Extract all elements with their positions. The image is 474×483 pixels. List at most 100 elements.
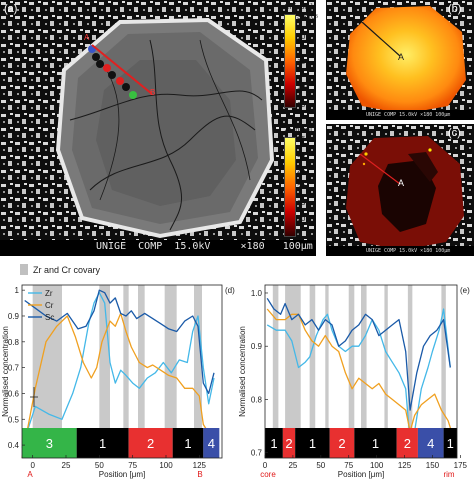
- panel-b-label: (b): [448, 3, 462, 15]
- panel-a-image: [0, 0, 316, 256]
- zone-block: [295, 428, 330, 458]
- panel-a: (a) A B UNIGE COMP 15.0kV ×180 100μm: [0, 0, 316, 256]
- x-tick-label: 0: [263, 461, 268, 470]
- zone-block: [172, 428, 204, 458]
- colorbar-zr-ticks: 35 30 25 20 15 10 5: [297, 134, 321, 239]
- series-line-zr: [21, 292, 215, 448]
- colorbar-cr-gradient: [284, 14, 296, 108]
- profile-label-a: A: [84, 33, 90, 42]
- panel-label: (d): [225, 286, 235, 295]
- zone-block: [22, 428, 77, 458]
- panel-b-profile-label: A: [398, 52, 405, 62]
- panel-c: (c) A UNIGE COMP 15.0kV ×180 100μm: [326, 124, 474, 256]
- x-tick-label: 125: [193, 461, 207, 470]
- chart-d-legend: Zr Cr Sc: [28, 289, 54, 322]
- colorbar-zr-title: Zr [ppm]: [284, 125, 312, 134]
- plot-frame: [264, 284, 458, 459]
- zone-block: [329, 428, 355, 458]
- series-line-sc: [266, 297, 451, 411]
- x-tick-label: 100: [370, 461, 384, 470]
- x-tick-label: 50: [316, 461, 325, 470]
- series-line-zr: [266, 308, 451, 443]
- zone-block: [265, 428, 283, 458]
- y-tick-label: 1.0: [251, 289, 263, 298]
- zone-label: 2: [404, 436, 411, 451]
- y-axis-label: Normalised concentration: [238, 326, 247, 417]
- x-tick-label: 75: [128, 461, 137, 470]
- y-axis-label: Normalised concentration: [1, 326, 10, 417]
- y-tick-label: 0.6: [8, 389, 20, 398]
- colorbar-cr-title: Cr [ppm]: [284, 2, 313, 11]
- colorbar-zr-gradient: [284, 137, 296, 237]
- colorbar-cr-tick: 3 x10⁵: [297, 12, 319, 21]
- chart-d: 3 1 2 1 4 0 25 50 75 100 125 0.4 0.5 0.6 0.7 0.8 0.9 1 Pos…: [1, 284, 235, 479]
- colorbar-cr-tick: 10⁴: [297, 57, 309, 66]
- panel-c-image: [326, 124, 474, 256]
- x-tick-label: 25: [288, 461, 297, 470]
- series-line-sc: [24, 289, 215, 395]
- panel-b-image: [326, 0, 474, 120]
- y-tick-label: 0.5: [8, 415, 20, 424]
- covary-band: [285, 285, 301, 428]
- covary-band: [407, 285, 413, 428]
- panel-b: (b) A UNIGE COMP 15.0kV ×180 100μm: [326, 0, 474, 120]
- plot-frame: [21, 284, 223, 459]
- profile-label-b: B: [150, 88, 156, 97]
- zone-block: [282, 428, 296, 458]
- y-tick-label: 0.8: [8, 338, 20, 347]
- zone-block: [354, 428, 397, 458]
- colorbar-zr-tick: 10: [297, 214, 306, 223]
- covary-band: [384, 285, 388, 428]
- colorbar-zr-tick: 35: [297, 134, 306, 143]
- covary-band: [138, 285, 145, 428]
- zone-label: 1: [99, 436, 106, 451]
- x-axis-label: Position [μm]: [338, 470, 384, 479]
- colorbar-zr-tick: 15: [297, 198, 306, 207]
- colorbar-cr-tick: 10⁵: [297, 32, 309, 41]
- sem-vendor: UNIGE: [96, 241, 127, 252]
- zone-label: 1: [447, 436, 454, 451]
- zone-block: [443, 428, 457, 458]
- series-line-cr: [21, 312, 212, 459]
- covary-band: [441, 285, 446, 428]
- panel-c-label: (c): [448, 127, 461, 139]
- zone-label: 4: [427, 436, 434, 451]
- series-line-cr: [266, 308, 456, 443]
- end-label-end: rim: [443, 470, 454, 479]
- legend-label-sc: Sc: [45, 313, 54, 322]
- y-tick-label: 0.7: [251, 449, 263, 458]
- colorbar-zr: Zr [ppm] 35 30 25 20 15 10 5: [284, 125, 324, 243]
- zone-label: 3: [46, 436, 53, 451]
- zone-label: 2: [147, 436, 154, 451]
- sem-magnification: ×180: [240, 241, 265, 252]
- zone-block: [76, 428, 129, 458]
- covary-band: [309, 285, 316, 428]
- zone-label: 1: [372, 436, 379, 451]
- x-tick-label: 0: [30, 461, 35, 470]
- zone-label: 1: [270, 436, 277, 451]
- y-tick-label: 0.4: [8, 441, 20, 450]
- y-tick-label: 0.9: [8, 312, 20, 321]
- sem-mode: COMP: [138, 241, 163, 252]
- sem-scale: 100μm: [282, 241, 313, 252]
- panel-c-profile-label: A: [398, 178, 405, 188]
- end-label-start: core: [260, 470, 276, 479]
- x-tick-label: 25: [62, 461, 71, 470]
- panel-a-label: (a): [4, 3, 18, 15]
- covary-legend: Zr and Cr covary: [20, 264, 100, 275]
- colorbar-cr: Cr [ppm] 3 x10⁵ 10⁵ 10⁴ 10³ 10¹: [284, 2, 324, 112]
- covary-legend-label: Zr and Cr covary: [33, 264, 101, 275]
- colorbar-cr-tick: 10¹: [297, 100, 308, 109]
- x-tick-label: 175: [454, 461, 468, 470]
- x-tick-label: 75: [344, 461, 353, 470]
- covary-band: [348, 285, 355, 428]
- zone-block: [203, 428, 220, 458]
- colorbar-cr-ticks: 3 x10⁵ 10⁵ 10⁴ 10³ 10¹: [297, 12, 327, 112]
- panel-label: (e): [460, 286, 470, 295]
- zone-block: [396, 428, 418, 458]
- colorbar-zr-tick: 5: [297, 230, 302, 239]
- colorbar-zr-tick: 25: [297, 166, 306, 175]
- legend-label-zr: Zr: [45, 289, 53, 298]
- colorbar-zr-tick: 30: [297, 150, 306, 159]
- panel-b-info-bar: UNIGE COMP 15.0kV ×180 100μm: [366, 112, 451, 118]
